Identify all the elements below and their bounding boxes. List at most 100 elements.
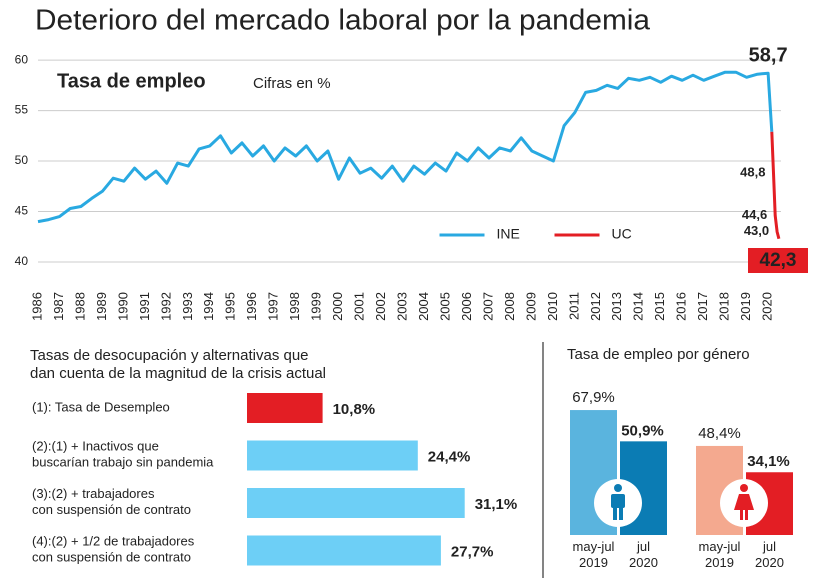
value-label: 42,3: [760, 250, 797, 271]
icon-leg: [613, 507, 617, 520]
icon-body: [611, 494, 625, 508]
text-line: (2):(1) + Inactivos que: [32, 439, 159, 454]
line-series: [37, 70, 774, 224]
x-tick-label: 2012: [588, 292, 603, 321]
male-icon: [594, 479, 642, 527]
text-line: con suspensión de contrato: [32, 550, 191, 565]
text-line: (3):(2) + trabajadores: [32, 487, 155, 502]
x-tick-label: 2013: [609, 292, 624, 321]
bar: [247, 393, 323, 423]
text-line: buscarían trabajo sin pandemia: [32, 455, 214, 470]
x-tick-label: 1994: [201, 292, 216, 321]
value-label: 24,4%: [428, 448, 471, 465]
x-tick-label: 1988: [72, 292, 87, 321]
icon-head: [614, 484, 622, 492]
x-tick-label: 1989: [94, 292, 109, 321]
icon-head: [740, 484, 748, 492]
x-tick-label: 2009: [523, 292, 538, 321]
category-label: (3):(2) + trabajadores con suspensión de …: [32, 487, 191, 518]
x-tick-label: 2007: [480, 292, 495, 321]
x-tick-label: 2002: [373, 292, 388, 321]
x-tick-label: 2010: [545, 292, 560, 321]
value-label: 27,7%: [451, 543, 494, 560]
category-label: (2):(1) + Inactivos que buscarían trabajo…: [32, 439, 214, 470]
icon-body: [734, 494, 754, 510]
text-line: Tasas de desocupación y alternativas que: [30, 347, 309, 364]
x-tick-label: 2020: [760, 292, 775, 321]
x-tick-label: 1996: [244, 292, 259, 321]
legend-label: INE: [497, 226, 520, 242]
x-tick-label: 1990: [115, 292, 130, 321]
x-tick-label: 1995: [223, 292, 238, 321]
bar: [247, 440, 418, 471]
chart-subtitle: Tasa de empleo: [57, 70, 206, 92]
value-label: 67,9%: [572, 389, 615, 406]
value-label-box: [748, 248, 808, 273]
x-tick-label: 2008: [502, 292, 517, 321]
x-tick-label: 1986: [29, 292, 44, 321]
text-line: (4):(2) + 1/2 de trabajadores: [32, 534, 195, 549]
x-tick-label: 1987: [51, 292, 66, 321]
legend-label: UC: [612, 226, 632, 242]
annotation: 58,7: [749, 45, 788, 67]
text-line: 2020: [629, 555, 658, 570]
icon-leg: [745, 510, 748, 520]
value-label: 48,8: [740, 165, 765, 180]
x-tick-label: 2005: [437, 292, 452, 321]
x-tick-label: 2019: [738, 292, 753, 321]
x-tick-label: 1998: [287, 292, 302, 321]
female-icon: [720, 479, 768, 527]
text-line: may-jul: [699, 540, 741, 555]
x-tick-label: 2006: [459, 292, 474, 321]
value-label: 43,0: [744, 223, 769, 238]
category-label: jul 2020: [755, 540, 784, 571]
text-line: 2019: [705, 555, 734, 570]
category-label: may-jul 2019: [699, 540, 741, 571]
line-series: [770, 131, 781, 240]
x-tick-label: 1993: [180, 292, 195, 321]
category-label: jul 2020: [629, 540, 658, 571]
text-line: dan cuenta de la magnitud de la crisis a…: [30, 365, 326, 382]
bar: [247, 535, 441, 566]
x-tick-label: 2001: [352, 292, 367, 321]
chart-title: Tasas de desocupación y alternativas que…: [30, 347, 326, 382]
category-label: may-jul 2019: [573, 540, 615, 571]
icon-leg: [740, 510, 743, 520]
y-axis-label: Cifras en %: [253, 75, 331, 92]
x-tick-label: 2000: [330, 292, 345, 321]
value-label: 10,8%: [333, 401, 376, 418]
x-tick-label: 2004: [416, 292, 431, 321]
x-tick-label: 2016: [674, 292, 689, 321]
x-tick-label: 1992: [158, 292, 173, 321]
text-line: jul: [762, 540, 776, 555]
category-label: (1): Tasa de Desempleo: [32, 399, 170, 414]
x-tick-label: 2018: [717, 292, 732, 321]
chart-title: Tasa de empleo por género: [567, 346, 750, 363]
y-tick-label: 60: [15, 52, 29, 66]
value-label: 44,6: [742, 207, 767, 222]
x-tick-label: 2003: [394, 292, 409, 321]
value-label: 50,9%: [621, 422, 664, 439]
page-title: Deterioro del mercado laboral por la pan…: [35, 5, 651, 37]
x-tick-label: 2011: [566, 292, 581, 320]
x-tick-label: 2015: [652, 292, 667, 321]
text-line: con suspensión de contrato: [32, 502, 191, 517]
y-tick-label: 40: [15, 254, 29, 268]
value-label: 48,4%: [698, 425, 741, 442]
x-tick-label: 1999: [309, 292, 324, 321]
value-label: 34,1%: [747, 453, 790, 470]
x-tick-label: 2017: [695, 292, 710, 321]
category-label: (4):(2) + 1/2 de trabajadores con suspens…: [32, 534, 195, 565]
text-line: 2019: [579, 555, 608, 570]
value-label: 31,1%: [475, 496, 518, 513]
bar: [247, 488, 465, 518]
text-line: may-jul: [573, 540, 615, 555]
x-tick-label: 1991: [137, 292, 152, 321]
text-line: jul: [636, 540, 650, 555]
icon-leg: [619, 507, 623, 520]
y-tick-label: 45: [15, 204, 29, 218]
text-line: 2020: [755, 555, 784, 570]
y-tick-label: 50: [15, 153, 29, 167]
